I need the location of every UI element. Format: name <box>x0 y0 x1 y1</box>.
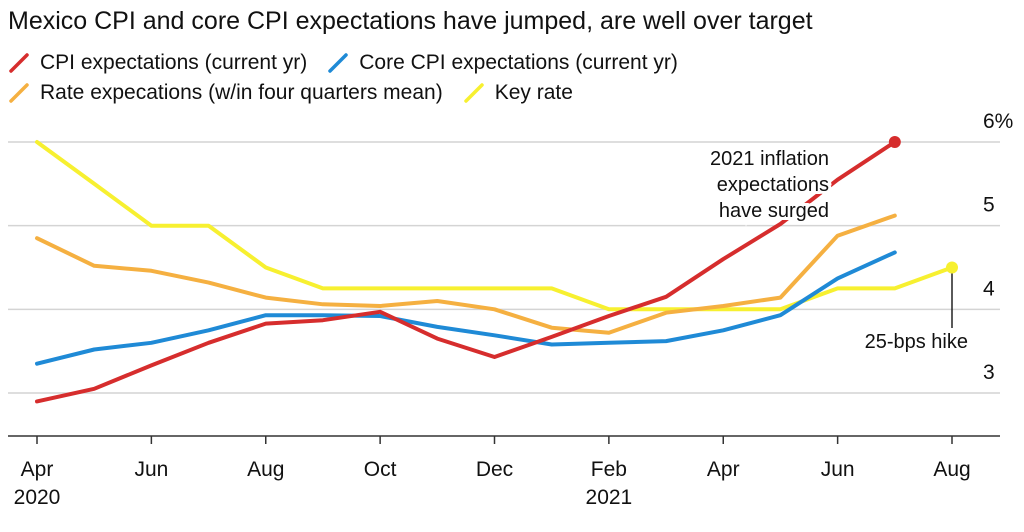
legend-item-core-cpi: Core CPI expectations (current yr) <box>327 51 678 75</box>
annotation-inflation-line-2: have surged <box>719 200 829 222</box>
legend-swatch-cpi <box>9 53 29 73</box>
key-rate-endpoint-marker <box>946 261 958 274</box>
legend-label-cpi: CPI expectations (current yr) <box>40 51 308 74</box>
series-line-key-rate <box>35 140 954 312</box>
legend-swatch-rate-expectations <box>9 83 29 103</box>
legend-row-1: CPI expectations (current yr) Core CPI e… <box>8 48 908 78</box>
x-tick-label-2: Aug <box>247 458 284 481</box>
legend-label-rate-expectations: Rate expecations (w/in four quarters mea… <box>40 81 443 104</box>
x-tick-label-6: Apr <box>707 458 740 481</box>
legend-item-rate-expectations: Rate expecations (w/in four quarters mea… <box>8 81 443 105</box>
legend-row-2: Rate expecations (w/in four quarters mea… <box>8 78 908 108</box>
legend-label-core-cpi: Core CPI expectations (current yr) <box>359 51 678 74</box>
annotation-inflation-line-0: 2021 inflation <box>710 148 829 170</box>
y-tick-label-4: 4 <box>983 277 995 300</box>
x-tick-label-0: Apr <box>21 458 54 481</box>
y-tick-label-3: 3 <box>983 361 995 384</box>
y-tick-label-5: 5 <box>983 194 995 217</box>
legend-item-cpi: CPI expectations (current yr) <box>8 51 307 75</box>
x-tick-label-7: Jun <box>821 458 855 481</box>
legend-label-key-rate: Key rate <box>494 81 573 104</box>
legend-swatch-core-cpi <box>328 53 349 73</box>
y-tick-label-6: 6% <box>983 110 1013 133</box>
chart-title: Mexico CPI and core CPI expectations hav… <box>8 7 813 35</box>
legend: CPI expectations (current yr) Core CPI e… <box>8 48 908 108</box>
annotation-hike: 25-bps hike <box>865 331 968 353</box>
x-tick-year-5: 2021 <box>586 486 633 509</box>
series-line-rate-expectations <box>35 213 897 335</box>
legend-swatch-key-rate <box>463 83 484 103</box>
cpi-endpoint-marker <box>888 136 901 148</box>
series-line-core-cpi <box>35 250 897 366</box>
annotation-inflation-line-1: expectations <box>717 174 829 196</box>
x-tick-label-1: Jun <box>134 458 168 481</box>
series-line-cpi <box>35 140 897 404</box>
x-tick-year-0: 2020 <box>14 486 61 509</box>
legend-item-key-rate: Key rate <box>463 81 573 105</box>
x-tick-label-3: Oct <box>364 458 397 481</box>
x-tick-label-4: Dec <box>476 458 513 481</box>
x-tick-label-5: Feb <box>591 458 627 481</box>
x-tick-label-8: Aug <box>933 458 970 481</box>
